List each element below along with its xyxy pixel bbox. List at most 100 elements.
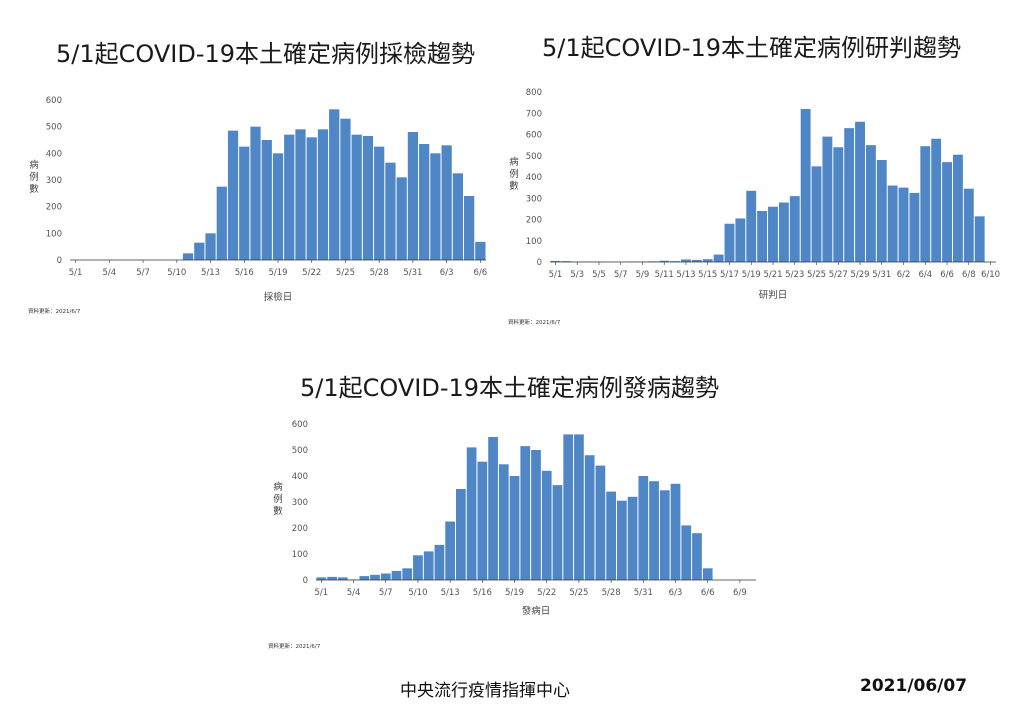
x-tick-label: 5/7 bbox=[614, 270, 628, 280]
bar-5/29 bbox=[616, 500, 627, 580]
data-update-note: 資料更新：2021/6/7 bbox=[28, 307, 81, 315]
y-tick-label: 400 bbox=[46, 149, 62, 159]
bar-5/17 bbox=[724, 223, 735, 262]
y-axis-label-char: 例 bbox=[273, 493, 283, 505]
bar-5/6 bbox=[370, 574, 380, 580]
x-tick-label: 5/19 bbox=[742, 270, 761, 280]
x-tick-label: 5/13 bbox=[201, 268, 220, 278]
x-tick-label: 6/4 bbox=[918, 270, 932, 280]
x-tick-label: 5/3 bbox=[570, 270, 584, 280]
y-tick-label: 200 bbox=[292, 524, 308, 534]
sampling-date-chart: 0 100 200 300 400 500 600 5/1 5/4 5/7 5/10 5/13 5/16… bbox=[28, 96, 488, 315]
bar-5/18 bbox=[261, 140, 272, 260]
x-tick-label: 5/19 bbox=[505, 588, 524, 598]
y-tick-label: 600 bbox=[46, 96, 62, 106]
bar-6/2 bbox=[898, 187, 909, 263]
bar-5/13 bbox=[205, 233, 216, 260]
y-axis-label-char: 病 bbox=[273, 481, 283, 493]
x-axis-label: 研判日 bbox=[759, 289, 788, 301]
organization-name: 中央流行疫情指揮中心 bbox=[400, 681, 570, 701]
bar-5/10 bbox=[413, 555, 423, 580]
bar-5/12 bbox=[194, 242, 205, 260]
bar-5/16 bbox=[713, 254, 724, 262]
bar-6/7 bbox=[952, 154, 963, 262]
bar-5/19 bbox=[746, 190, 757, 262]
bar-5/21 bbox=[295, 129, 306, 260]
bar-5/20 bbox=[520, 446, 531, 580]
x-tick-label: 5/31 bbox=[634, 588, 653, 598]
bar-6/3 bbox=[670, 483, 681, 580]
x-tick-label: 5/5 bbox=[592, 270, 606, 280]
chart-1-title: 5/1起COVID-19本土確定病例採檢趨勢 bbox=[56, 40, 476, 68]
bar-6/1 bbox=[887, 185, 898, 262]
y-tick-label: 600 bbox=[292, 420, 308, 430]
y-tick-label: 500 bbox=[526, 152, 542, 162]
y-tick-label: 0 bbox=[303, 576, 308, 586]
bar-5/19 bbox=[509, 476, 520, 580]
x-tick-label: 5/10 bbox=[167, 268, 186, 278]
x-tick-label: 5/13 bbox=[441, 588, 460, 598]
bar-5/29 bbox=[385, 162, 396, 260]
data-update-note: 資料更新：2021/6/7 bbox=[268, 642, 321, 650]
bar-5/1 bbox=[316, 577, 327, 580]
bar-5/19 bbox=[272, 153, 284, 260]
bar-6/1 bbox=[649, 481, 659, 580]
bar-5/16 bbox=[239, 146, 250, 260]
x-axis-label: 採檢日 bbox=[264, 291, 293, 303]
bar-5/24 bbox=[329, 109, 340, 260]
bar-5/22 bbox=[778, 202, 789, 262]
x-tick-label: 5/4 bbox=[103, 268, 117, 278]
x-tick-label: 5/7 bbox=[379, 588, 393, 598]
bar-6/2 bbox=[430, 153, 441, 260]
y-tick-label: 300 bbox=[526, 194, 542, 204]
x-tick-label: 5/13 bbox=[676, 270, 695, 280]
y-tick-label: 200 bbox=[46, 203, 62, 213]
bar-5/25 bbox=[340, 118, 351, 260]
bar-6/6 bbox=[702, 568, 713, 580]
y-tick-label: 0 bbox=[537, 258, 542, 268]
y-axis-label-char: 病 bbox=[509, 156, 519, 168]
bar-6/6 bbox=[942, 162, 952, 263]
y-tick-label: 0 bbox=[57, 256, 62, 266]
bar-5/13 bbox=[681, 259, 691, 262]
bar-5/22 bbox=[306, 137, 317, 260]
bar-5/30 bbox=[396, 177, 407, 260]
x-tick-label: 6/6 bbox=[701, 588, 715, 598]
bar-5/15 bbox=[227, 130, 239, 260]
report-date: 2021/06/07 bbox=[860, 676, 968, 696]
bar-5/25 bbox=[811, 166, 822, 263]
x-tick-label: 5/31 bbox=[872, 270, 891, 280]
bar-6/5 bbox=[464, 196, 475, 260]
bar-5/1 bbox=[550, 260, 561, 262]
bar-5/29 bbox=[855, 121, 865, 262]
confirmation-date-chart: 0 100 200 300 400 500 600 700 800 5/1 5/3 5/5 5/7 5/9… bbox=[508, 88, 1000, 326]
data-update-note: 資料更新：2021/6/7 bbox=[508, 318, 561, 326]
x-tick-label: 5/9 bbox=[636, 270, 650, 280]
y-tick-label: 500 bbox=[46, 123, 62, 133]
bar-5/11 bbox=[423, 551, 434, 580]
bar-5/23 bbox=[789, 196, 800, 263]
bar-5/11 bbox=[659, 260, 670, 262]
bar-5/31 bbox=[638, 476, 649, 580]
y-tick-label: 300 bbox=[292, 498, 308, 508]
y-axis-label-char: 數 bbox=[273, 505, 283, 517]
bar-5/24 bbox=[563, 434, 574, 580]
bar-5/12 bbox=[670, 261, 681, 262]
bar-5/28 bbox=[606, 491, 616, 580]
bar-6/4 bbox=[681, 525, 692, 580]
y-axis-label-char: 病 bbox=[29, 159, 39, 171]
x-tick-label: 5/10 bbox=[408, 588, 427, 598]
bar-5/20 bbox=[757, 211, 768, 262]
x-tick-label: 5/25 bbox=[807, 270, 826, 280]
y-axis-label-char: 數 bbox=[509, 180, 519, 192]
x-tick-label: 6/6 bbox=[940, 270, 954, 280]
bar-5/28 bbox=[374, 146, 385, 260]
x-tick-label: 5/29 bbox=[850, 270, 869, 280]
x-tick-label: 6/6 bbox=[474, 268, 488, 278]
x-tick-label: 5/1 bbox=[315, 588, 329, 598]
bar-5/17 bbox=[250, 126, 261, 260]
x-tick-label: 5/25 bbox=[336, 268, 355, 278]
bar-5/27 bbox=[595, 465, 606, 580]
bar-6/1 bbox=[419, 144, 430, 260]
x-tick-label: 5/21 bbox=[763, 270, 782, 280]
